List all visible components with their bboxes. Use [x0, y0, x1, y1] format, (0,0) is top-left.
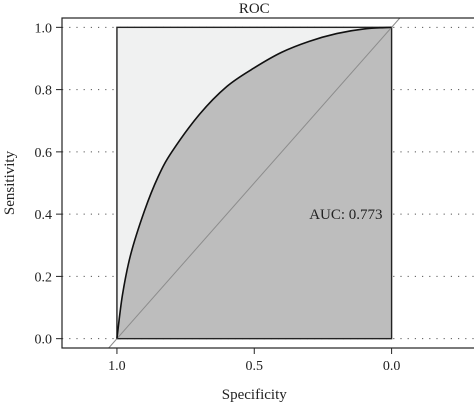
x-axis-label: Specificity — [222, 387, 287, 403]
x-axis-ticks: 1.0 0.5 0.0 — [108, 348, 400, 374]
plot-frame — [61, 17, 474, 349]
chance-diagonal — [108, 17, 401, 349]
y-tick-label-0: 0.0 — [35, 333, 53, 348]
y-tick-label-3: 0.6 — [35, 146, 53, 161]
auc-annotation: AUC: 0.773 — [309, 207, 382, 223]
roc-curve — [116, 26, 392, 339]
chart-title: ROC — [239, 1, 270, 17]
roc-box-outline — [116, 26, 393, 340]
y-axis-label: Sensitivity — [2, 150, 18, 215]
y-axis-ticks: 0.0 0.2 0.4 0.6 0.8 1.0 — [35, 21, 62, 348]
y-tick-label-4: 0.8 — [35, 84, 53, 99]
x-tick-label-1: 0.5 — [246, 359, 264, 374]
y-tick-label-5: 1.0 — [35, 21, 53, 36]
x-tick-label-0: 1.0 — [108, 359, 126, 374]
y-tick-label-2: 0.4 — [35, 208, 53, 223]
x-tick-label-2: 0.0 — [383, 359, 401, 374]
y-tick-label-1: 0.2 — [35, 270, 53, 285]
